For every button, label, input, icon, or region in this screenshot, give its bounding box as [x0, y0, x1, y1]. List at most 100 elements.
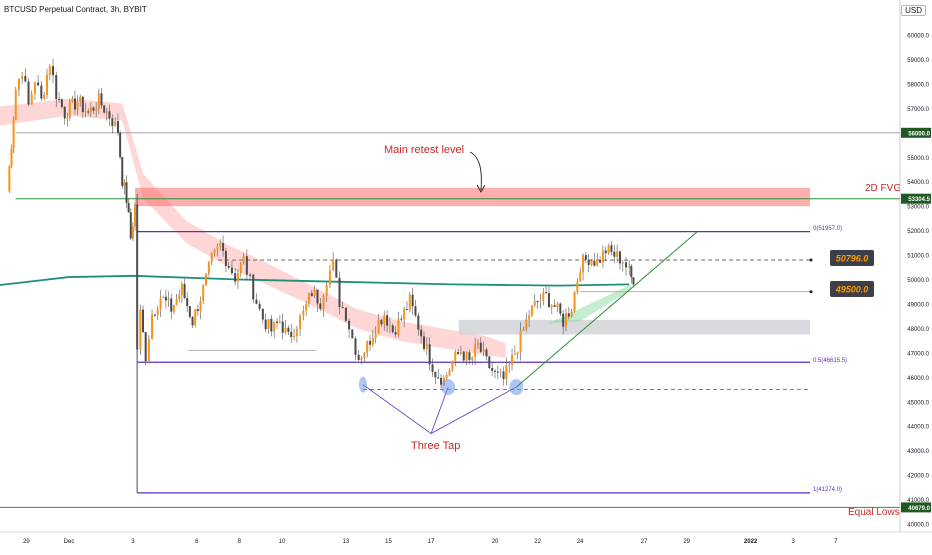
- candle-body: [205, 273, 208, 286]
- candle-body: [590, 260, 593, 265]
- y-tick-label: 60000.0: [907, 34, 929, 40]
- candle-body: [573, 292, 576, 312]
- three-tap-marker[interactable]: [441, 379, 456, 396]
- candle-body: [408, 294, 411, 310]
- candle-body: [210, 253, 213, 263]
- candle-body: [234, 273, 237, 282]
- x-tick-label: 2022: [744, 539, 758, 545]
- fib-1-label: 1(41274.0): [813, 487, 842, 493]
- three-tap-marker[interactable]: [358, 376, 367, 393]
- candle-body: [261, 308, 264, 320]
- candle-body: [604, 250, 607, 254]
- candle-body: [103, 105, 106, 113]
- candle-body: [494, 370, 496, 372]
- candle-body: [530, 305, 533, 316]
- candle-body: [457, 352, 460, 355]
- axis-price-tag[interactable]: [901, 502, 931, 513]
- price-tag[interactable]: [830, 250, 874, 266]
- candle-body: [516, 352, 519, 354]
- candle-body: [164, 296, 167, 301]
- candle-body: [599, 259, 602, 263]
- candle-body: [139, 309, 142, 350]
- candle-body: [100, 93, 103, 106]
- candle-body: [92, 107, 95, 111]
- price-tag[interactable]: [830, 281, 874, 297]
- candle-body: [559, 303, 562, 314]
- sma-line[interactable]: [0, 274, 630, 287]
- x-tick-label: 8: [238, 539, 242, 545]
- candle-body: [84, 111, 87, 113]
- candle-body: [199, 300, 202, 312]
- candle-body: [550, 305, 553, 307]
- candle-body: [582, 255, 585, 273]
- candle-body: [68, 101, 71, 118]
- candle-body: [459, 351, 462, 355]
- candle-body: [491, 368, 494, 371]
- grey-zone[interactable]: [458, 319, 810, 335]
- candle-body: [245, 256, 248, 275]
- x-tick-label: 7: [834, 539, 838, 545]
- tag-dot: [809, 258, 813, 262]
- candle-body: [570, 311, 573, 317]
- candle-body: [377, 319, 380, 334]
- candle-body: [76, 101, 79, 110]
- candle-body: [513, 353, 516, 355]
- retest-arrowhead: [476, 184, 486, 193]
- candle-body: [508, 364, 511, 366]
- candle-body: [180, 283, 183, 296]
- candle-body: [302, 310, 305, 316]
- trendline[interactable]: [515, 231, 698, 388]
- y-tick-label: 48000.0: [907, 327, 929, 333]
- candle-body: [316, 289, 319, 304]
- fvg-label: 2D FVG: [865, 183, 901, 194]
- candle-body: [357, 354, 360, 361]
- candle-body: [366, 340, 369, 353]
- candle-body: [428, 344, 431, 365]
- candle-body: [519, 330, 522, 353]
- candle-body: [186, 298, 189, 307]
- candle-body: [417, 315, 420, 330]
- candle-body: [219, 243, 222, 247]
- x-tick-label: 22: [534, 539, 541, 545]
- candle-body: [618, 251, 621, 264]
- candle-body: [108, 111, 111, 119]
- axis-price-tag[interactable]: [901, 193, 931, 204]
- candle-body: [351, 329, 354, 339]
- candle-body: [278, 321, 281, 323]
- candle-body: [129, 212, 132, 239]
- candle-body: [79, 96, 82, 102]
- candle-body: [496, 371, 499, 373]
- x-tick-label: 3: [792, 539, 796, 545]
- candle-body: [119, 132, 122, 158]
- candle-body: [264, 319, 267, 330]
- candle-body: [539, 300, 542, 302]
- candle-body: [162, 296, 165, 299]
- candle-body: [127, 202, 130, 213]
- candle-body: [147, 338, 150, 362]
- currency-unit-button[interactable]: USD: [901, 5, 926, 16]
- candle-body: [222, 243, 225, 251]
- candle-body: [134, 204, 137, 227]
- candle-body: [556, 303, 559, 307]
- candle-body: [565, 313, 567, 327]
- axis-price-tag[interactable]: [901, 127, 931, 138]
- candle-body: [482, 349, 485, 352]
- candle-body: [183, 283, 186, 299]
- candle-body: [313, 289, 316, 297]
- three-tap-link: [430, 386, 449, 434]
- fvg-zone[interactable]: [135, 187, 810, 207]
- y-tick-label: 54000.0: [907, 180, 929, 186]
- candle-body: [431, 364, 434, 372]
- candle-body: [242, 256, 245, 263]
- candle-body: [448, 370, 451, 376]
- candle-body: [81, 96, 84, 113]
- candle-body: [45, 74, 48, 95]
- candle-body: [295, 329, 298, 336]
- candle-body: [178, 295, 181, 300]
- three-tap-label: Three Tap: [411, 440, 460, 452]
- y-tick-label: 55000.0: [907, 156, 929, 162]
- candle-body: [562, 313, 565, 327]
- x-tick-label: 13: [343, 539, 350, 545]
